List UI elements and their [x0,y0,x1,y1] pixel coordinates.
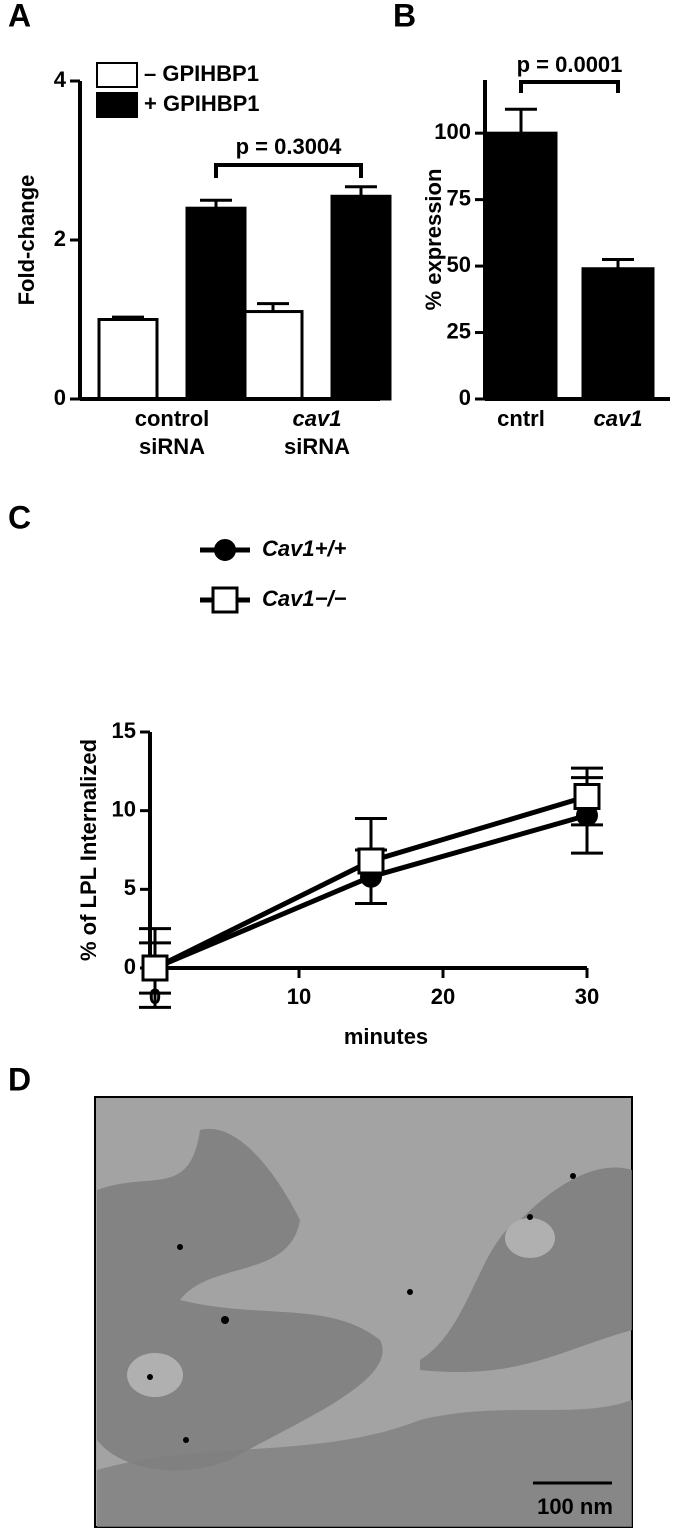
x-axis-label: minutes [344,1024,428,1049]
legend-label: Cav1+/+ [262,536,347,561]
x-tick-label: cntrl [497,406,545,431]
panel-label: A [8,0,31,33]
y-tick-label: 50 [447,252,471,277]
y-axis-label: % expression [421,169,446,311]
y-tick-label: 0 [459,385,471,410]
significance-bracket [214,163,363,178]
legend-label: Cav1−/− [262,586,347,611]
gold-particle [527,1214,533,1220]
gold-particle [407,1289,413,1295]
scale-bar-label: 100 nm [537,1494,613,1519]
gold-particle [570,1173,576,1179]
y-tick-label: 4 [54,67,67,92]
x-tick-label: 20 [431,984,455,1009]
bar [185,206,247,401]
y-tick-label: 5 [124,875,136,900]
bar [330,194,392,401]
x-tick-label: siRNA [284,434,350,459]
legend-swatch [96,62,138,88]
bar [581,267,655,401]
panel-label: D [8,1061,31,1097]
bar [97,318,159,401]
x-tick-label: cav1 [293,406,342,431]
y-tick-label: 0 [54,385,66,410]
y-tick-label: 15 [112,718,136,743]
vesicle [127,1353,183,1397]
legend-marker [214,539,236,561]
legend-label: – GPIHBP1 [144,61,259,86]
gold-particle [183,1437,189,1443]
cell-membrane [97,1400,632,1527]
marker [357,847,385,875]
y-axis-label: % of LPL Internalized [76,739,101,961]
gold-particle [147,1374,153,1380]
x-tick-label: 30 [575,984,599,1009]
significance-bracket [519,80,620,93]
p-value: p = 0.3004 [236,134,343,159]
x-tick-label: siRNA [139,434,205,459]
x-tick-label: cav1 [594,406,643,431]
y-tick-label: 10 [112,796,136,821]
y-tick-label: 0 [124,954,136,979]
legend-swatch [96,92,138,118]
x-tick-label: control [135,406,210,431]
y-tick-label: 75 [447,185,471,210]
y-axis-label: Fold-change [14,175,39,306]
legend-marker [211,586,239,614]
p-value: p = 0.0001 [517,52,623,77]
panel-label: C [8,499,31,535]
panel-d: D 100 nm [8,1061,633,1528]
gold-particle [221,1316,229,1324]
cell-membrane [420,1167,632,1372]
vesicle [505,1218,555,1258]
y-tick-label: 25 [447,318,471,343]
x-tick-label: 10 [287,984,311,1009]
marker [573,783,601,811]
gold-particle [177,1244,183,1250]
marker [141,954,169,982]
bar [484,131,558,401]
panel-label: B [393,0,416,33]
y-tick-label: 100 [434,119,471,144]
bar [242,310,304,401]
y-tick-label: 2 [54,226,66,251]
legend-label: + GPIHBP1 [144,91,260,116]
